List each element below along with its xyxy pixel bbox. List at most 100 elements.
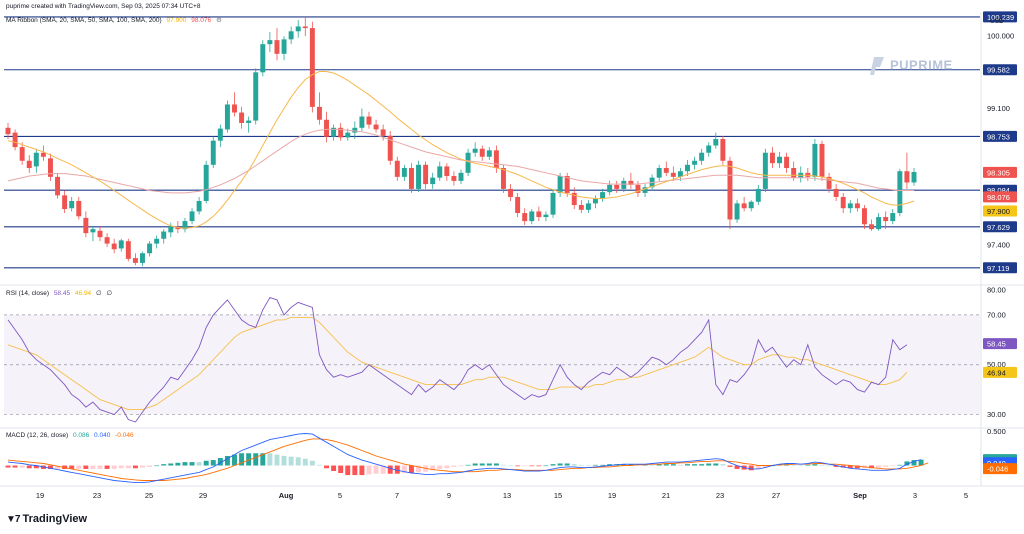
candle-body: [140, 253, 145, 263]
macd-histogram-bar: [47, 465, 53, 469]
macd-histogram-bar: [168, 463, 174, 466]
candle-body: [861, 208, 867, 225]
candle-body: [812, 143, 818, 177]
macd-histogram-bar: [706, 463, 712, 466]
macd-histogram-bar: [869, 465, 875, 469]
macd-histogram-bar: [338, 465, 344, 474]
candle-body: [246, 120, 252, 123]
macd-histogram-bar: [854, 465, 860, 469]
candle-body: [352, 127, 358, 133]
candle-body: [104, 237, 110, 244]
candle-body: [267, 40, 273, 45]
macd-histogram-bar: [918, 459, 924, 466]
macd-hist-value: -0.046: [115, 432, 134, 439]
macd-histogram-bar: [104, 465, 110, 469]
macd-histogram-bar: [904, 461, 910, 466]
candle-body: [769, 152, 775, 164]
macd-histogram-bar: [111, 465, 117, 469]
candle-body: [486, 150, 492, 157]
candle-body: [472, 148, 478, 153]
macd-value: 0.086: [72, 432, 90, 439]
macd-histogram-bar: [508, 465, 514, 467]
macd-tick-label: 0.500: [987, 427, 1006, 436]
rsi-ma-badge-bg: [983, 366, 1017, 378]
macd-histogram-bar: [472, 463, 478, 466]
candle-body: [430, 177, 436, 185]
candle-body: [493, 150, 499, 169]
time-tick-label: 23: [716, 491, 724, 500]
candle-body: [203, 164, 209, 201]
candle-body: [281, 39, 287, 54]
macd-signal-line: [7, 438, 929, 481]
candle-body: [118, 240, 124, 249]
tradingview-logo[interactable]: ▼7 TradingView: [6, 513, 87, 525]
macd-histogram-bar: [515, 465, 521, 467]
candle-body: [890, 213, 896, 222]
price-tick-label: 97.400: [987, 241, 1010, 250]
time-tick-label: 9: [447, 491, 451, 500]
ma-fast-badge: 97.900: [987, 207, 1010, 216]
macd-histogram-bar: [479, 463, 485, 466]
macd-histogram-bar: [762, 465, 768, 468]
time-tick-label: 5: [964, 491, 968, 500]
candle-body: [324, 119, 329, 137]
macd-histogram-bar: [154, 465, 160, 467]
candle-body: [253, 72, 259, 121]
last-price-badge: 98.305: [987, 168, 1010, 177]
macd-histogram-bar: [876, 465, 882, 468]
macd-histogram-bar: [210, 460, 216, 466]
candle-body: [777, 156, 782, 164]
price-tick-label: 99.100: [987, 104, 1010, 113]
macd-histogram-bar: [699, 464, 705, 466]
macd-histogram-bar: [819, 464, 825, 466]
macd-histogram-bar: [649, 464, 655, 466]
rsi-legend[interactable]: RSI (14, close) 58.45 46.94 ∅ ∅: [6, 289, 115, 297]
macd-histogram-bar: [677, 464, 683, 466]
rsi-badge: 58.45: [987, 340, 1006, 349]
time-tick-label: 29: [199, 491, 207, 500]
level-price-badge: 97.629: [987, 223, 1010, 232]
settings-icon[interactable]: ⚙: [215, 17, 222, 24]
macd-histogram-bar: [175, 462, 181, 466]
macd-histogram-bar: [911, 460, 917, 466]
macd-histogram-bar: [217, 458, 223, 466]
level-price-badge: 100.239: [987, 13, 1014, 22]
macd-histogram-bar: [522, 465, 528, 467]
macd-histogram-bar: [578, 464, 584, 466]
candle-body: [755, 188, 761, 202]
puprime-watermark: PUPRIME: [870, 55, 953, 77]
macd-histogram-bar: [755, 465, 761, 469]
macd-histogram-bar: [847, 465, 853, 469]
ma-ribbon-legend[interactable]: MA Ribbon (SMA, 20, SMA, 50, SMA, 100, S…: [6, 16, 225, 24]
candle-body: [217, 128, 223, 141]
macd-histogram-bar: [734, 465, 740, 469]
currency-label: USD: [990, 18, 1004, 25]
candle-body: [239, 112, 245, 123]
time-tick-label: 19: [36, 491, 44, 500]
macd-histogram-bar: [692, 464, 698, 466]
macd-histogram-bar: [125, 465, 131, 469]
candle-body: [295, 26, 301, 32]
candle-body: [132, 258, 138, 263]
macd-histogram-bar: [324, 465, 329, 469]
macd-histogram-bar: [359, 465, 365, 476]
candle-body: [62, 195, 68, 210]
macd-histogram-bar: [812, 464, 818, 466]
candle-body: [274, 40, 280, 54]
macd-histogram-bar: [543, 465, 549, 467]
candle-body: [366, 116, 372, 125]
candle-body: [628, 180, 634, 185]
macd-histogram-bar: [274, 454, 280, 466]
candle-body: [713, 139, 719, 146]
macd-histogram-bar: [196, 462, 202, 466]
candle-body: [168, 225, 174, 233]
macd-histogram-bar: [621, 464, 627, 466]
candle-body: [847, 203, 853, 209]
macd-histogram-bar: [90, 465, 96, 469]
candle-body: [125, 241, 131, 259]
macd-legend[interactable]: MACD (12, 26, close) 0.086 0.040 -0.046: [6, 432, 137, 439]
macd-histogram-bar: [331, 465, 337, 471]
macd-histogram-bar: [486, 463, 492, 466]
time-tick-label: 7: [395, 491, 399, 500]
